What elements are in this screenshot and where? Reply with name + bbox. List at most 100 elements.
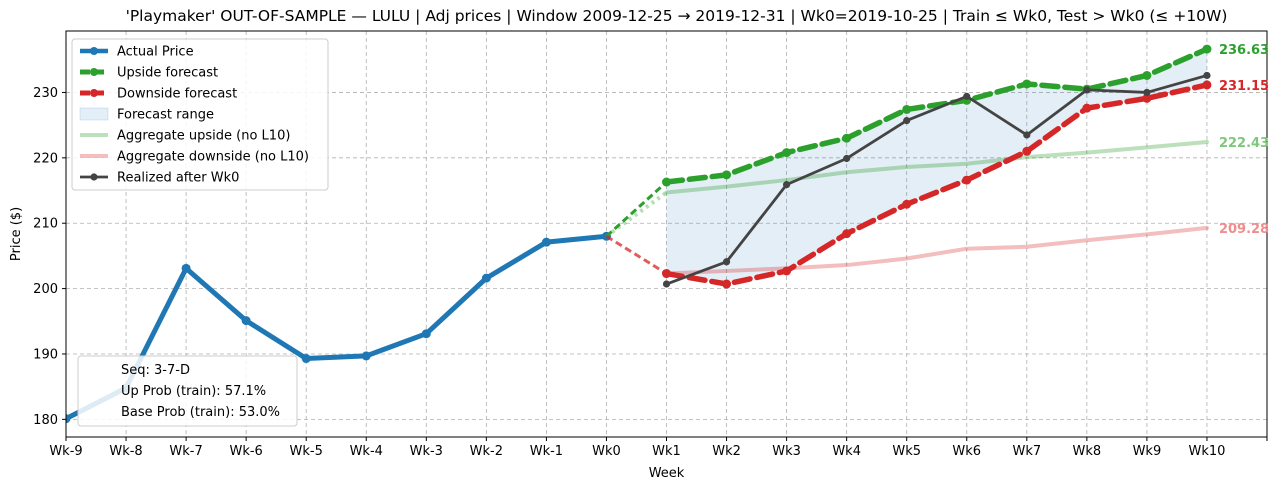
x-tick-label: Wk2 xyxy=(712,444,741,459)
forecast-range-band xyxy=(666,49,1207,285)
legend-label: Actual Price xyxy=(117,45,194,60)
legend-marker xyxy=(90,173,98,181)
actual-price-point xyxy=(481,273,491,283)
legend-marker xyxy=(90,47,98,55)
upside-forecast-point xyxy=(722,170,732,180)
realized-point xyxy=(843,154,851,163)
x-tick-label: Wk10 xyxy=(1188,444,1225,459)
end-labels: 236.63 231.15 222.43 209.28 xyxy=(1219,43,1269,237)
x-tick-label: Wk0 xyxy=(592,444,621,459)
aggregate-downside-line xyxy=(664,225,1209,276)
x-tick-label: Wk-7 xyxy=(169,444,202,459)
y-tick-label: 180 xyxy=(33,413,58,428)
legend-marker xyxy=(90,68,98,76)
end-value-label: 236.63 xyxy=(1219,43,1269,58)
upside-forecast-point xyxy=(662,177,671,187)
x-tick-label: Wk6 xyxy=(952,444,981,459)
x-tick-label: Wk5 xyxy=(892,444,921,459)
info-box: Seq: 3-7-D Up Prob (train): 57.1% Base Pro… xyxy=(77,355,298,427)
upside-forecast-line xyxy=(663,46,1210,185)
realized-point xyxy=(722,258,731,266)
downside-forecast-point xyxy=(722,279,732,289)
legend-label: Aggregate downside (no L10) xyxy=(117,150,309,165)
axes: Wk-9 Wk-8 Wk-7 Wk-6 Wk-5 Wk-4 Wk-3 Wk-2 Wk-1 Wk0 W… xyxy=(33,30,1268,459)
actual-price-point xyxy=(361,351,371,361)
x-tick-label: Wk-4 xyxy=(350,444,383,459)
realized-point xyxy=(1023,131,1031,139)
x-tick-label: Wk1 xyxy=(652,444,681,459)
legend: Actual Price Upside forecast Downside fore… xyxy=(71,38,329,191)
realized-point xyxy=(662,280,671,288)
x-tick-label: Wk-3 xyxy=(410,444,443,459)
downside-forecast-point xyxy=(902,199,912,209)
downside-forecast-point xyxy=(662,269,671,279)
legend-swatch xyxy=(79,107,109,121)
x-tick-label: Wk9 xyxy=(1133,444,1162,459)
legend-label: Aggregate upside (no L10) xyxy=(117,129,290,144)
chart-title: 'Playmaker' OUT-OF-SAMPLE — LULU | Adj p… xyxy=(126,7,1228,25)
actual-price-point xyxy=(301,354,311,364)
y-tick-label: 230 xyxy=(33,86,58,101)
upside-connector xyxy=(605,180,668,238)
realized-point xyxy=(783,181,791,189)
x-tick-label: Wk-6 xyxy=(229,444,262,459)
series-layer xyxy=(66,44,1212,424)
downside-forecast-point xyxy=(1202,80,1212,90)
downside-connector xyxy=(605,235,668,275)
x-tick-label: Wk-1 xyxy=(530,444,563,459)
aggregate-connector xyxy=(605,190,668,238)
downside-forecast-point xyxy=(842,229,852,239)
upside-forecast-point xyxy=(1202,44,1212,54)
legend-marker xyxy=(90,89,98,97)
realized-point xyxy=(903,116,911,125)
upside-forecast-point xyxy=(902,104,912,114)
actual-price-point xyxy=(541,237,551,247)
downside-forecast-point xyxy=(782,266,792,276)
x-tick-label: Wk-5 xyxy=(290,444,323,459)
end-value-label: 222.43 xyxy=(1219,136,1269,151)
actual-price-point xyxy=(181,263,191,273)
x-tick-label: Wk8 xyxy=(1073,444,1102,459)
realized-point xyxy=(1083,86,1091,94)
realized-line xyxy=(665,74,1209,286)
realized-point xyxy=(1203,71,1211,80)
upside-forecast-point xyxy=(1142,70,1152,80)
realized-point xyxy=(1143,88,1151,97)
forecast-range-area xyxy=(666,49,1207,285)
downside-forecast-point xyxy=(1142,93,1152,103)
y-axis-label: Price ($) xyxy=(9,207,24,261)
y-tick-label: 220 xyxy=(33,151,58,166)
realized-point xyxy=(963,92,971,100)
actual-price-point xyxy=(241,316,251,326)
x-tick-label: Wk4 xyxy=(832,444,861,459)
x-axis-label: Week xyxy=(649,466,685,481)
x-tick-label: Wk7 xyxy=(1012,444,1041,459)
info-box-frame xyxy=(77,355,298,427)
x-tick-label: Wk3 xyxy=(772,444,801,459)
y-tick-label: 210 xyxy=(33,217,58,232)
grid xyxy=(65,31,1267,437)
x-tick-label: Wk-9 xyxy=(49,444,82,459)
legend-label: Downside forecast xyxy=(117,87,237,102)
x-tick-label: Wk-8 xyxy=(109,444,142,459)
aggregate-upside-line xyxy=(664,139,1209,195)
legend-label: Upside forecast xyxy=(117,66,218,81)
downside-forecast-point xyxy=(1082,103,1092,113)
actual-price-line xyxy=(66,233,609,422)
legend-label: Realized after Wk0 xyxy=(117,171,239,186)
legend-box xyxy=(71,38,329,191)
y-tick-label: 190 xyxy=(33,347,58,362)
info-line: Base Prob (train): 53.0% xyxy=(121,405,280,420)
upside-forecast-point xyxy=(842,133,852,143)
downside-forecast-point xyxy=(1022,146,1032,156)
y-tick-label: 200 xyxy=(33,282,58,297)
legend-label: Forecast range xyxy=(117,108,214,123)
info-line: Up Prob (train): 57.1% xyxy=(121,384,266,399)
actual-price-point xyxy=(421,329,431,339)
end-value-label: 231.15 xyxy=(1219,79,1269,94)
downside-forecast-point xyxy=(962,175,972,185)
upside-forecast-point xyxy=(782,148,792,158)
downside-forecast-line xyxy=(663,82,1210,287)
info-line: Seq: 3-7-D xyxy=(121,363,190,378)
